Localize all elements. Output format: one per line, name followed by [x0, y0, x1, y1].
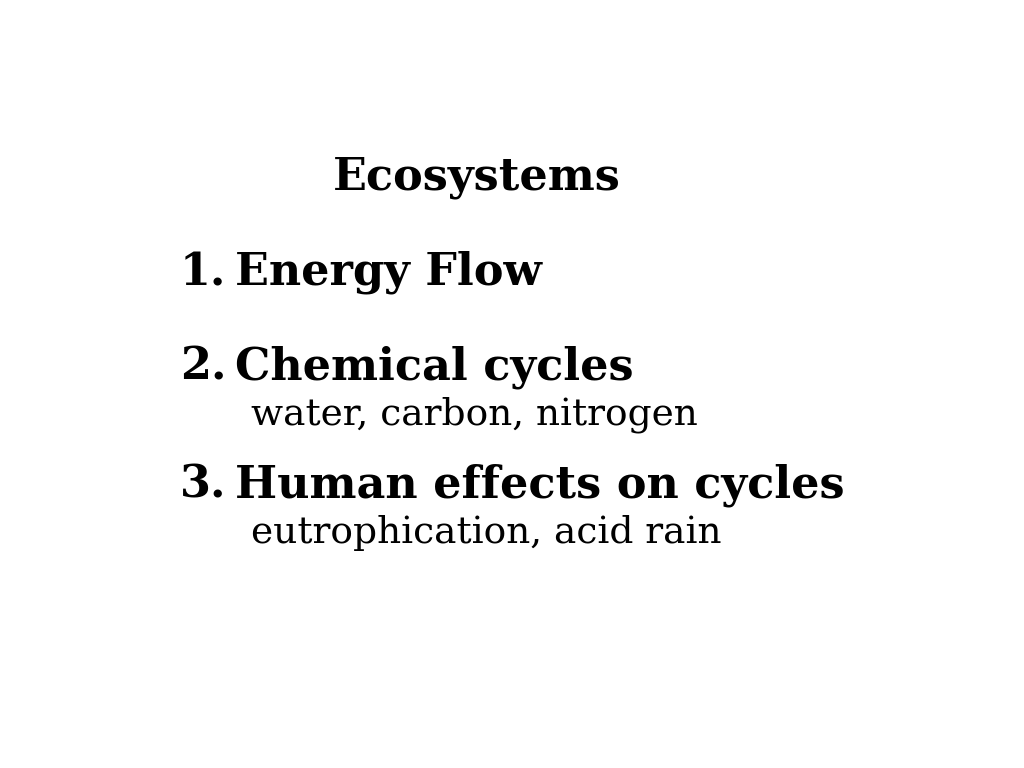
Text: eutrophication, acid rain: eutrophication, acid rain	[251, 515, 722, 551]
Text: Human effects on cycles: Human effects on cycles	[236, 464, 845, 507]
Text: 2.: 2.	[179, 346, 226, 389]
Text: water, carbon, nitrogen: water, carbon, nitrogen	[251, 396, 697, 432]
Text: Energy Flow: Energy Flow	[236, 251, 542, 294]
Text: Ecosystems: Ecosystems	[333, 157, 622, 200]
Text: Chemical cycles: Chemical cycles	[236, 346, 634, 389]
Text: 1.: 1.	[179, 251, 226, 294]
Text: 3.: 3.	[179, 464, 226, 507]
